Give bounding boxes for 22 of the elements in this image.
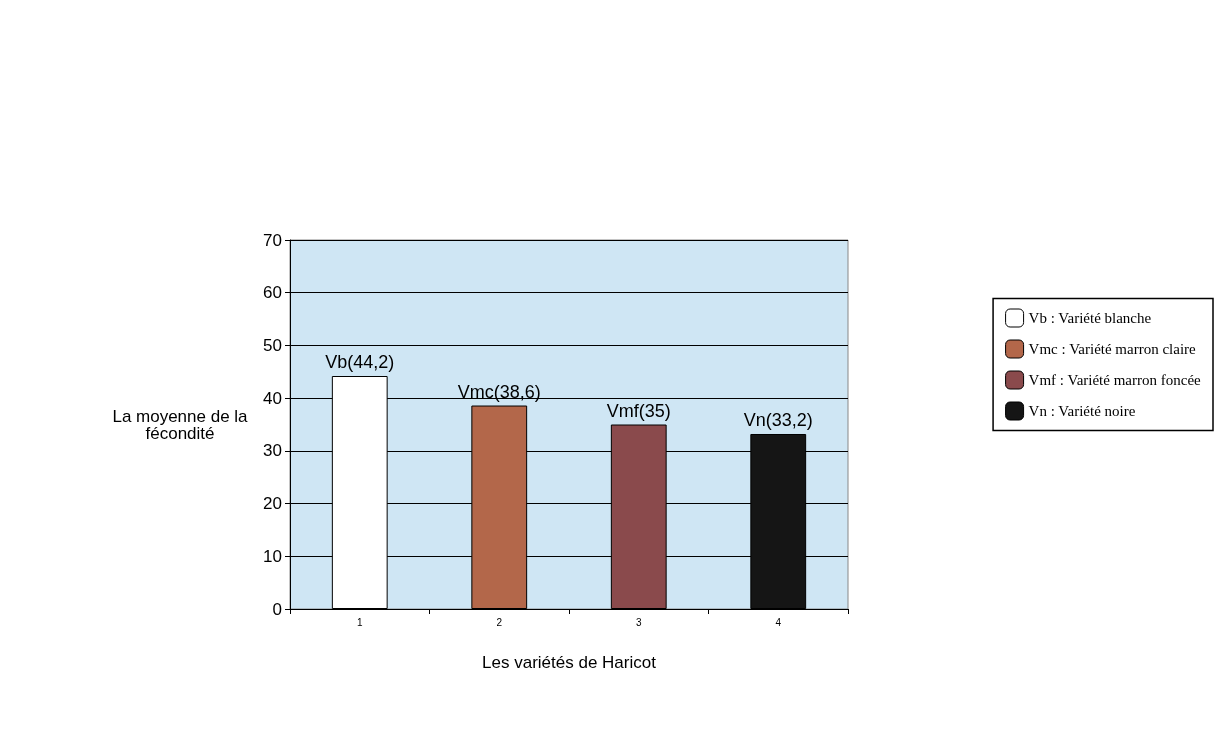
x-tick-label: 2 [496,616,503,628]
legend-label: Vmf : Variété marron foncée [1028,372,1202,388]
data-label: Vmc(38,6) [457,381,541,402]
x-tick-label: 4 [775,616,782,628]
y-tick-label: 40 [263,388,282,408]
data-label: Vb(44,2) [325,352,395,372]
x-tick-label: 3 [635,616,642,628]
x-tick-label: 1 [356,616,363,628]
y-tick-label: 30 [263,441,282,461]
y-axis-title: La moyenne de la fécondité [112,406,249,443]
y-tick-label: 50 [263,335,282,355]
x-axis-title: Les variétés de Haricot [482,653,657,672]
data-label: Vn(33,2) [743,409,813,430]
y-tick-label: 0 [272,599,282,619]
y-tick-label: 60 [263,283,282,303]
data-label: Vmf(35) [606,400,671,421]
y-tick-label: 10 [263,546,282,566]
legend-label: Vmc : Variété marron claire [1028,341,1197,357]
y-tick-label: 20 [263,494,282,514]
legend-label: Vb : Variété blanche [1028,310,1152,326]
legend-label: Vn : Variété noire [1028,403,1136,419]
y-tick-label: 70 [263,230,282,250]
